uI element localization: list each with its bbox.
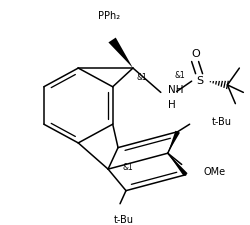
Polygon shape — [167, 131, 179, 153]
Text: &1: &1 — [174, 71, 185, 80]
Polygon shape — [167, 153, 187, 176]
Text: t-Bu: t-Bu — [114, 215, 134, 225]
Text: t-Bu: t-Bu — [211, 117, 231, 127]
Text: NH: NH — [167, 85, 182, 94]
Text: O: O — [190, 49, 199, 59]
Text: PPh₂: PPh₂ — [98, 11, 120, 21]
Text: OMe: OMe — [203, 167, 225, 177]
Text: &1: &1 — [136, 73, 147, 82]
Text: &1: &1 — [122, 163, 133, 172]
Text: H: H — [167, 100, 175, 110]
Polygon shape — [108, 38, 132, 68]
Text: S: S — [195, 76, 202, 86]
